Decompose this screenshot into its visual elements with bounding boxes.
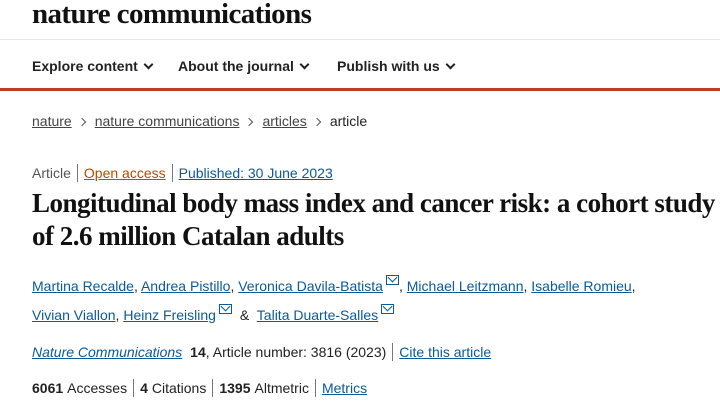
breadcrumb-current: article (329, 113, 368, 129)
author-separator-amp: & (239, 307, 250, 323)
divider (76, 164, 78, 182)
mail-icon[interactable] (385, 275, 399, 285)
divider (133, 379, 135, 397)
breadcrumb: nature nature communications articles artic… (32, 113, 367, 129)
nav-publish-with-us-label: Publish with us (337, 58, 440, 74)
article-type: Article (32, 165, 71, 181)
author-link[interactable]: Andrea Pistillo (140, 278, 231, 294)
nav-about-journal[interactable]: About the journal (178, 58, 310, 74)
breadcrumb-nature-communications[interactable]: nature communications (94, 113, 240, 129)
divider (314, 379, 316, 397)
citations-label: Citations (151, 380, 207, 396)
breadcrumb-articles[interactable]: articles (262, 113, 307, 129)
volume-number: 14 (190, 344, 206, 360)
altmetric-label: Altmetric (254, 380, 309, 396)
author-link[interactable]: Michael Leitzmann (406, 278, 524, 294)
nav-publish-with-us[interactable]: Publish with us (337, 58, 456, 74)
metrics-link[interactable]: Metrics (321, 380, 368, 396)
author-separator: , (523, 278, 528, 294)
journal-link[interactable]: Nature Communications (32, 344, 183, 360)
mail-icon[interactable] (218, 304, 232, 314)
author-link[interactable]: Isabelle Romieu (531, 278, 632, 294)
open-access-link[interactable]: Open access (83, 165, 166, 181)
chevron-right-icon (77, 117, 86, 127)
author-separator: , (115, 307, 120, 323)
divider (392, 343, 394, 361)
nav-about-journal-label: About the journal (178, 58, 294, 74)
published-date-link[interactable]: Published: 30 June 2023 (178, 165, 333, 181)
author-link[interactable]: Martina Recalde (32, 278, 134, 294)
author-separator: , (398, 278, 403, 294)
accesses-count: 6061 (32, 380, 64, 396)
main-nav: Explore content About the journal Publis… (0, 40, 720, 91)
divider (212, 379, 214, 397)
divider (171, 164, 173, 182)
brand-bar: nature communications (0, 0, 720, 40)
altmetric-count: 1395 (219, 380, 251, 396)
cite-this-article-link[interactable]: Cite this article (399, 344, 492, 360)
chevron-down-icon (445, 59, 456, 70)
breadcrumb-nature[interactable]: nature (32, 113, 72, 129)
citations-count: 4 (140, 380, 148, 396)
chevron-down-icon (143, 59, 154, 70)
author-separator: , (230, 278, 235, 294)
article-metrics: 6061 Accesses 4 Citations 1395 Altmetric Metri… (32, 379, 367, 397)
citation-line: Nature Communications 14, Article number:… (32, 343, 491, 361)
author-link[interactable]: Talita Duarte-Salles (256, 307, 379, 323)
article-meta: Article Open access Published: 30 June 202… (32, 164, 333, 182)
author-separator: , (631, 278, 636, 294)
article-number: , Article number: 3816 (2023) (205, 344, 387, 360)
chevron-right-icon (245, 117, 254, 127)
article-title: Longitudinal body mass index and cancer … (32, 188, 715, 251)
author-link[interactable]: Vivian Viallon (32, 307, 116, 323)
chevron-right-icon (312, 117, 322, 127)
nav-explore-content[interactable]: Explore content (32, 58, 154, 74)
author-link[interactable]: Veronica Davila-Batista (238, 278, 383, 294)
chevron-down-icon (299, 59, 310, 70)
author-link[interactable]: Heinz Freisling (123, 307, 216, 323)
author-separator: , (133, 278, 138, 294)
accesses-label: Accesses (67, 380, 128, 396)
journal-logo[interactable]: nature communications (32, 0, 312, 30)
nav-explore-content-label: Explore content (32, 58, 138, 74)
author-list: Martina Recalde, Andrea Pistillo, Veroni… (32, 272, 700, 330)
mail-icon[interactable] (381, 304, 395, 314)
